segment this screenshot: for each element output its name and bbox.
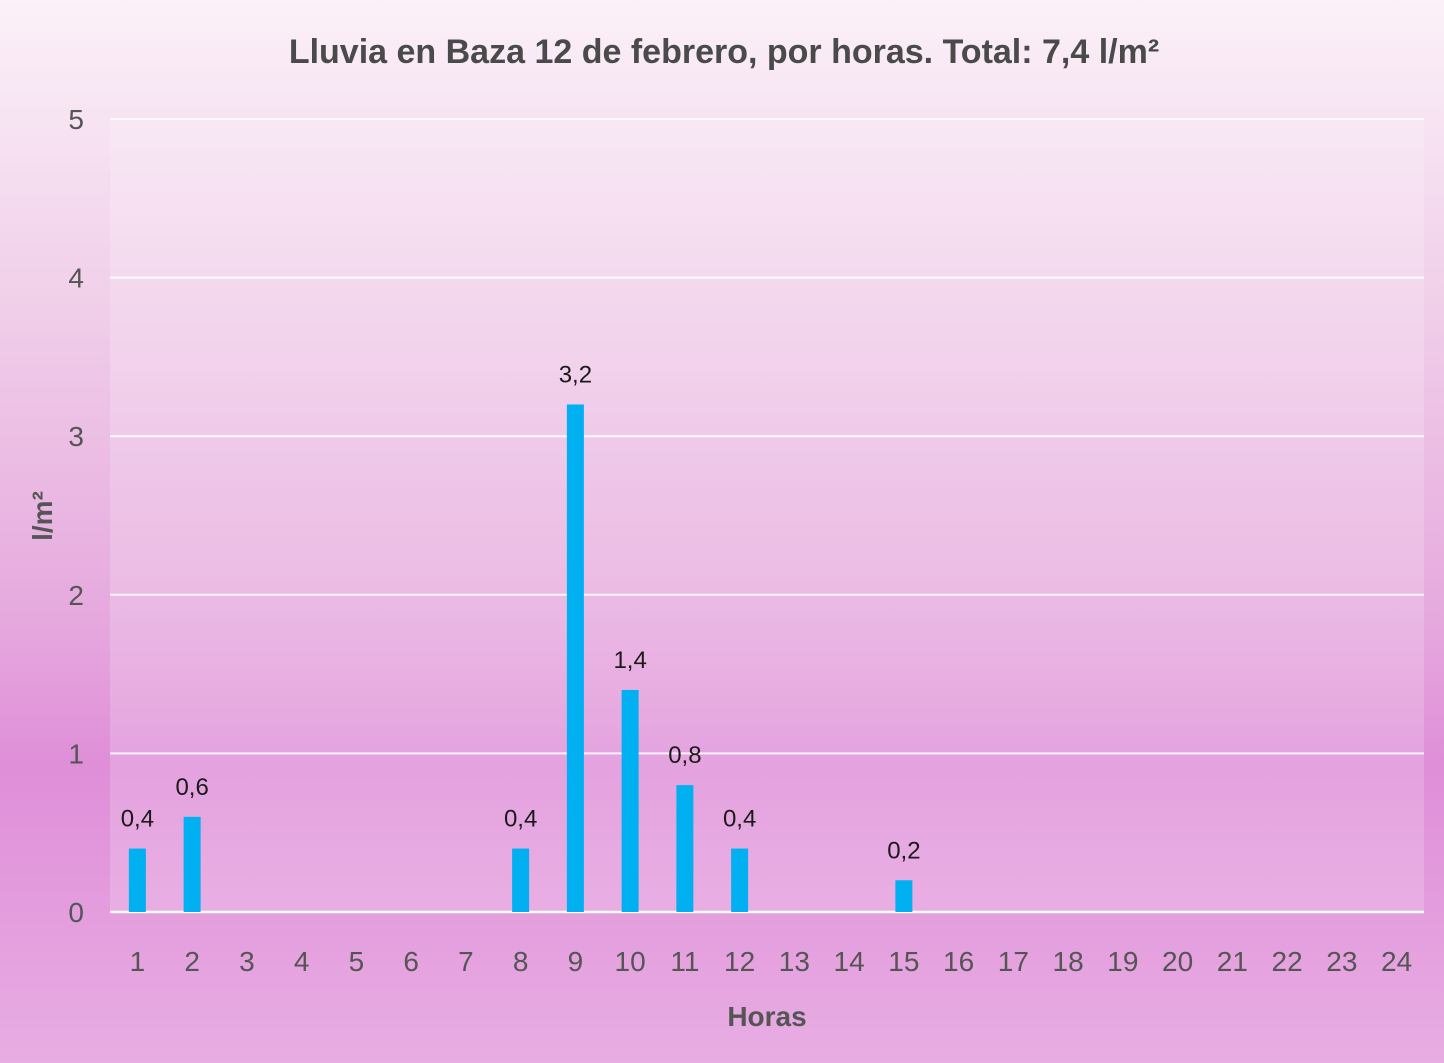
x-tick-label: 3	[239, 946, 255, 977]
x-tick-label: 8	[513, 946, 529, 977]
x-tick-label: 5	[349, 946, 365, 977]
x-tick-label: 20	[1162, 946, 1193, 977]
x-tick-label: 12	[724, 946, 755, 977]
data-label: 0,8	[668, 742, 701, 769]
y-tick-label: 2	[68, 580, 84, 611]
x-tick-label: 10	[615, 946, 646, 977]
x-tick-label: 6	[403, 946, 419, 977]
y-axis-ticks: 0 1 2 3 4 5	[68, 104, 84, 928]
bar-hour-15	[895, 880, 913, 912]
bar-hour-11	[676, 785, 694, 912]
x-tick-label: 24	[1381, 946, 1412, 977]
data-label: 0,4	[723, 806, 756, 833]
data-label: 0,6	[175, 774, 208, 801]
y-tick-label: 1	[68, 738, 84, 769]
data-labels: 0,4 0,6 0,4 3,2 1,4 0,8 0,4 0,2	[121, 361, 921, 864]
bar-hour-2	[183, 816, 201, 912]
x-tick-label: 14	[834, 946, 865, 977]
chart-title: Lluvia en Baza 12 de febrero, por horas.…	[289, 33, 1159, 71]
x-tick-label: 17	[998, 946, 1029, 977]
x-tick-label: 21	[1217, 946, 1248, 977]
bar-hour-8	[512, 848, 530, 912]
x-tick-label: 18	[1053, 946, 1084, 977]
x-tick-label: 9	[568, 946, 584, 977]
y-tick-label: 3	[68, 421, 84, 452]
y-axis-title: l/m²	[27, 491, 58, 541]
y-tick-label: 5	[68, 104, 84, 135]
data-label: 0,2	[887, 837, 920, 864]
bar-hour-9	[566, 404, 584, 912]
bar-hour-1	[128, 848, 146, 912]
x-axis-title: Horas	[727, 1001, 806, 1032]
x-tick-label: 19	[1107, 946, 1138, 977]
data-label: 0,4	[504, 806, 537, 833]
x-tick-label: 4	[294, 946, 310, 977]
bar-hour-10	[621, 689, 639, 912]
x-tick-label: 15	[888, 946, 919, 977]
x-tick-label: 22	[1272, 946, 1303, 977]
x-tick-label: 11	[670, 946, 699, 977]
x-axis-ticks: 1 2 3 4 5 6 7 8 9 10 11 12 13 14 15 16 17 18 19 20 21 22 23 24	[130, 946, 1413, 977]
data-label: 3,2	[559, 361, 592, 388]
data-label: 0,4	[121, 806, 154, 833]
bar-hour-12	[731, 848, 749, 912]
x-tick-label: 16	[943, 946, 974, 977]
gridlines	[110, 118, 1424, 914]
x-tick-label: 23	[1326, 946, 1357, 977]
bars	[128, 404, 913, 912]
y-tick-label: 0	[68, 897, 84, 928]
data-label: 1,4	[613, 647, 646, 674]
plot-area	[110, 119, 1424, 912]
x-tick-label: 1	[130, 946, 146, 977]
x-tick-label: 7	[458, 946, 474, 977]
x-tick-label: 13	[779, 946, 810, 977]
y-tick-label: 4	[68, 263, 84, 294]
x-tick-label: 2	[184, 946, 200, 977]
